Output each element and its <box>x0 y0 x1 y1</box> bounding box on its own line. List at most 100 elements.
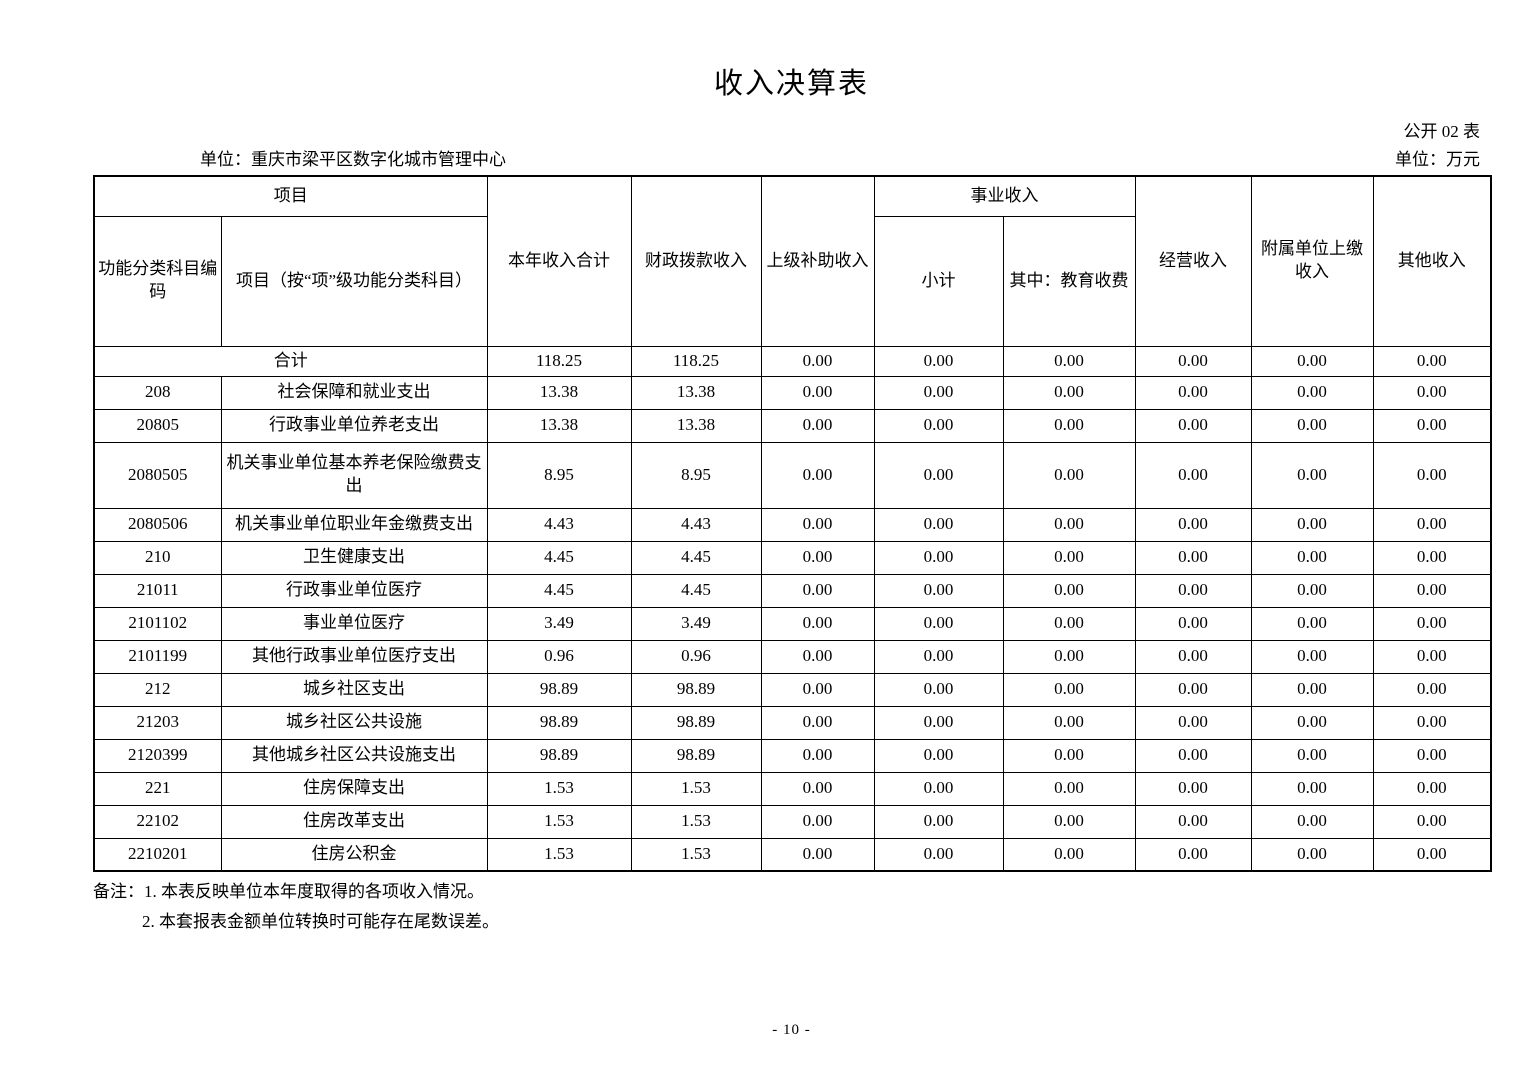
table-row: 21203 城乡社区公共设施 98.89 98.89 0.00 0.00 0.00 0.00 0… <box>93 705 1492 740</box>
cell-function-code: 210 <box>93 540 222 575</box>
cell-value: 0.00 <box>873 375 1004 410</box>
table-row: 2101199 其他行政事业单位医疗支出 0.96 0.96 0.00 0.00 0.00 0… <box>93 639 1492 674</box>
cell-value: 0.00 <box>873 804 1004 839</box>
cell-value: 0.00 <box>1250 375 1374 410</box>
table-row: 2080506 机关事业单位职业年金缴费支出 4.43 4.43 0.00 0.00 0.0… <box>93 507 1492 542</box>
cell-value: 0.00 <box>760 639 875 674</box>
cell-value: 8.95 <box>486 441 632 509</box>
cell-value: 0.00 <box>1372 738 1492 773</box>
cell-value: 0.00 <box>873 639 1004 674</box>
cell-value: 0.00 <box>1002 507 1136 542</box>
cell-value: 0.00 <box>1134 639 1252 674</box>
header-education-fee: 其中：教育收费 <box>1002 215 1136 347</box>
cell-value: 0.00 <box>1002 540 1136 575</box>
cell-value: 0.00 <box>1372 606 1492 641</box>
cell-value: 0.00 <box>873 345 1004 377</box>
cell-item-name: 事业单位医疗 <box>220 606 488 641</box>
footnote-2: 2. 本套报表金额单位转换时可能存在尾数误差。 <box>142 912 499 931</box>
cell-value: 98.89 <box>630 672 762 707</box>
cell-value: 0.00 <box>1250 507 1374 542</box>
cell-value: 1.53 <box>486 837 632 872</box>
table-row: 2101102 事业单位医疗 3.49 3.49 0.00 0.00 0.00 0.00 0.0… <box>93 606 1492 641</box>
cell-value: 0.00 <box>1134 441 1252 509</box>
table-row: 221 住房保障支出 1.53 1.53 0.00 0.00 0.00 0.00 0.00 0.0… <box>93 771 1492 806</box>
cell-value: 0.00 <box>1134 507 1252 542</box>
cell-value: 3.49 <box>630 606 762 641</box>
cell-value: 118.25 <box>486 345 632 377</box>
cell-value: 3.49 <box>486 606 632 641</box>
cell-value: 0.00 <box>1002 672 1136 707</box>
cell-function-code: 212 <box>93 672 222 707</box>
cell-value: 0.00 <box>873 606 1004 641</box>
cell-value: 13.38 <box>486 408 632 443</box>
cell-value: 4.45 <box>486 573 632 608</box>
cell-item-total: 合计 <box>93 345 488 377</box>
table-row: 208 社会保障和就业支出 13.38 13.38 0.00 0.00 0.00 0.00 0.… <box>93 375 1492 410</box>
cell-value: 0.00 <box>1002 375 1136 410</box>
cell-value: 1.53 <box>630 771 762 806</box>
table-row: 2210201 住房公积金 1.53 1.53 0.00 0.00 0.00 0.00 0.00… <box>93 837 1492 872</box>
cell-value: 8.95 <box>630 441 762 509</box>
cell-value: 0.00 <box>1372 375 1492 410</box>
cell-value: 98.89 <box>630 738 762 773</box>
cell-value: 0.00 <box>760 705 875 740</box>
cell-value: 0.00 <box>1134 771 1252 806</box>
header-other-income: 其他收入 <box>1372 175 1492 347</box>
cell-value: 0.00 <box>1372 771 1492 806</box>
cell-value: 0.00 <box>1250 738 1374 773</box>
table-row: 2120399 其他城乡社区公共设施支出 98.89 98.89 0.00 0.00 0.0… <box>93 738 1492 773</box>
cell-value: 0.00 <box>1002 771 1136 806</box>
cell-value: 0.00 <box>1134 606 1252 641</box>
cell-value: 0.00 <box>1372 639 1492 674</box>
cell-value: 0.00 <box>1134 672 1252 707</box>
cell-value: 0.00 <box>1372 573 1492 608</box>
cell-value: 0.00 <box>1250 771 1374 806</box>
header-year-total: 本年收入合计 <box>486 175 632 347</box>
cell-value: 0.00 <box>1372 837 1492 872</box>
cell-item-name: 其他城乡社区公共设施支出 <box>220 738 488 773</box>
page-title: 收入决算表 <box>713 68 869 100</box>
cell-value: 0.00 <box>1250 345 1374 377</box>
cell-value: 0.00 <box>760 606 875 641</box>
header-item-name: 项目（按“项”级功能分类科目） <box>220 215 488 347</box>
cell-function-code: 22102 <box>93 804 222 839</box>
cell-value: 98.89 <box>630 705 762 740</box>
cell-value: 0.00 <box>1372 540 1492 575</box>
cell-value: 0.00 <box>1372 441 1492 509</box>
cell-item-name: 住房公积金 <box>220 837 488 872</box>
cell-value: 98.89 <box>486 672 632 707</box>
cell-function-code: 21203 <box>93 705 222 740</box>
cell-item-name: 行政事业单位养老支出 <box>220 408 488 443</box>
cell-item-name: 卫生健康支出 <box>220 540 488 575</box>
cell-value: 0.00 <box>1134 408 1252 443</box>
cell-value: 0.00 <box>1002 804 1136 839</box>
cell-value: 0.96 <box>630 639 762 674</box>
cell-function-code: 2210201 <box>93 837 222 872</box>
cell-function-code: 2101102 <box>93 606 222 641</box>
cell-value: 0.00 <box>1134 705 1252 740</box>
cell-value: 0.00 <box>760 408 875 443</box>
cell-item-name: 其他行政事业单位医疗支出 <box>220 639 488 674</box>
cell-item-name: 社会保障和就业支出 <box>220 375 488 410</box>
org-unit-label: 单位：重庆市梁平区数字化城市管理中心 <box>200 150 506 169</box>
table-row: 210 卫生健康支出 4.45 4.45 0.00 0.00 0.00 0.00 0.00 0.0… <box>93 540 1492 575</box>
cell-value: 0.00 <box>1250 573 1374 608</box>
cell-item-name: 行政事业单位医疗 <box>220 573 488 608</box>
cell-value: 0.00 <box>873 738 1004 773</box>
cell-value: 0.00 <box>1372 345 1492 377</box>
cell-value: 1.53 <box>630 804 762 839</box>
table-row: 212 城乡社区支出 98.89 98.89 0.00 0.00 0.00 0.00 0.00 0… <box>93 672 1492 707</box>
footnotes: 备注：1. 本表反映单位本年度取得的各项收入情况。 2. 本套报表金额单位转换时… <box>93 883 499 943</box>
cell-value: 0.00 <box>1250 540 1374 575</box>
cell-value: 0.00 <box>1372 804 1492 839</box>
cell-value: 0.00 <box>873 771 1004 806</box>
header-project-group: 项目 <box>93 175 488 217</box>
table-row: 21011 行政事业单位医疗 4.45 4.45 0.00 0.00 0.00 0.00 0.0… <box>93 573 1492 608</box>
header-operating-income: 经营收入 <box>1134 175 1252 347</box>
cell-item-name: 住房保障支出 <box>220 771 488 806</box>
cell-value: 0.00 <box>1134 804 1252 839</box>
cell-value: 0.00 <box>760 441 875 509</box>
cell-function-code: 21011 <box>93 573 222 608</box>
cell-value: 0.00 <box>1002 837 1136 872</box>
header-row-groups: 项目 本年收入合计 财政拨款收入 上级补助收入 事业收入 经营收入 附属单位上缴… <box>93 175 1492 347</box>
